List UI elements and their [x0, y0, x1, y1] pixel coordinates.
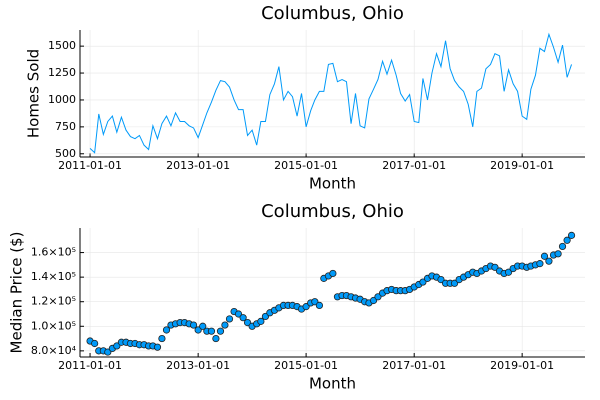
data-point: [225, 315, 234, 323]
y-tick-label: 1000: [48, 93, 76, 106]
y-tick-label: 1500: [48, 39, 76, 52]
x-tick-label: 2017-01-01: [382, 159, 446, 172]
data-point: [158, 334, 166, 343]
data-point: [104, 348, 112, 356]
data-point: [540, 252, 549, 260]
data-point: [545, 257, 553, 265]
y-axis-label: Homes Sold: [25, 49, 43, 138]
y-tick-label: 1.2×10⁵: [31, 295, 76, 308]
data-point: [504, 268, 513, 276]
data-point: [567, 231, 576, 239]
data-point: [113, 342, 121, 350]
y-tick-label: 1.6×10⁵: [31, 246, 76, 259]
data-point: [329, 269, 337, 278]
data-point: [437, 275, 445, 284]
data-point: [234, 310, 243, 318]
y-axis-label: Median Price ($): [8, 232, 26, 354]
y-tick-label: 500: [55, 147, 76, 160]
data-point: [311, 298, 319, 306]
x-tick-label: 2013-01-01: [166, 159, 230, 172]
data-point: [189, 321, 198, 329]
x-tick-label: 2015-01-01: [274, 359, 338, 372]
data-point: [221, 321, 229, 329]
data-point: [212, 334, 220, 343]
x-tick-label: 2015-01-01: [274, 159, 338, 172]
x-tick-label: 2019-01-01: [490, 359, 554, 372]
data-line: [89, 32, 573, 154]
data-point: [199, 322, 207, 330]
x-axis-label: Month: [309, 375, 356, 393]
data-point: [91, 339, 99, 348]
data-point: [450, 279, 459, 287]
x-tick-label: 2019-01-01: [490, 159, 554, 172]
data-point: [162, 326, 171, 334]
data-point: [419, 278, 427, 286]
x-axis-label: Month: [309, 175, 356, 193]
data-point: [563, 236, 571, 244]
data-point: [153, 343, 162, 351]
y-tick-label: 8.0×10⁴: [31, 344, 77, 357]
data-point: [558, 242, 567, 251]
data-point: [554, 250, 562, 258]
data-point: [302, 303, 310, 311]
x-tick-label: 2013-01-01: [166, 359, 230, 372]
x-tick-label: 2011-01-01: [58, 359, 122, 372]
y-tick-label: 1250: [48, 66, 76, 79]
data-point: [239, 314, 247, 322]
data-point: [207, 327, 216, 335]
y-tick-label: 1.0×10⁵: [31, 319, 76, 332]
data-point: [257, 317, 265, 325]
y-tick-label: 750: [55, 120, 76, 133]
x-tick-label: 2017-01-01: [382, 359, 446, 372]
y-tick-label: 1.4×10⁵: [31, 270, 76, 283]
data-point: [491, 263, 499, 271]
data-point: [194, 326, 202, 334]
data-point: [536, 260, 544, 268]
data-point: [315, 301, 324, 309]
data-point: [216, 327, 225, 335]
chart-title: Columbus, Ohio: [261, 3, 404, 24]
data-point: [374, 293, 382, 301]
data-point: [243, 318, 252, 327]
chart-title: Columbus, Ohio: [261, 201, 404, 222]
x-tick-label: 2011-01-01: [58, 159, 122, 172]
